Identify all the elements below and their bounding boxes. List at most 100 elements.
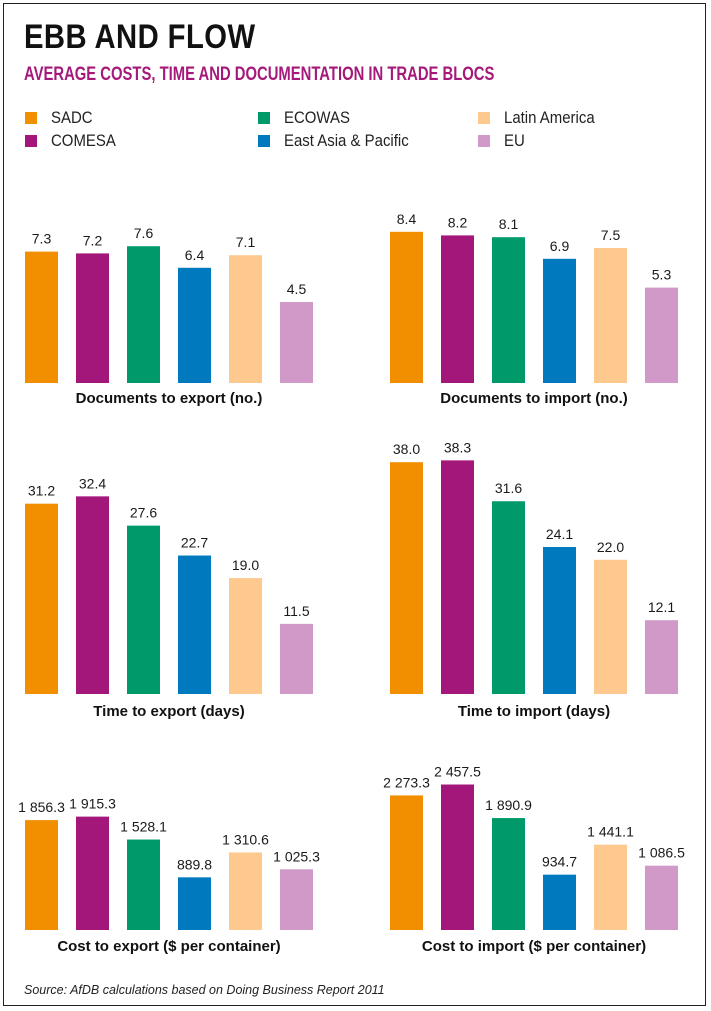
chart-frame	[3, 3, 706, 1006]
cost-to-import-chart: 2 273.32 457.5 1 890.9 934.7 1 441.11 086.5…	[383, 764, 685, 955]
bar-value-label: 1 890.9	[485, 797, 532, 813]
x-axis-label: Documents to import (no.)	[440, 390, 628, 407]
bar-value-label: 7.6	[134, 225, 154, 241]
bar	[280, 869, 313, 930]
bar-value-label: 1 025.3	[273, 848, 320, 864]
legend-item-east-asia-pacific: East Asia & Pacific	[258, 131, 426, 150]
bar	[543, 874, 576, 930]
legend-item-eu: EU	[478, 131, 528, 150]
bar-value-label: 1 441.1	[587, 824, 634, 840]
legend-swatch	[25, 112, 37, 124]
bar	[594, 248, 627, 383]
legend-swatch	[258, 135, 270, 147]
bar-value-label: 38.3	[444, 439, 471, 455]
bar	[390, 795, 423, 930]
bar	[390, 462, 423, 694]
cost-to-export-chart: 1 856.3 1 915.31 528.1 889.8 1 310.61 025.3…	[18, 796, 320, 955]
bar-value-label: 22.0	[597, 539, 624, 555]
bar	[127, 839, 160, 930]
bar-value-label: 1 310.6	[222, 831, 269, 847]
bar-value-label: 38.0	[393, 441, 420, 457]
legend-swatch	[478, 112, 490, 124]
bar	[25, 503, 58, 694]
legend-swatch	[478, 135, 490, 147]
bar-value-label: 4.5	[287, 281, 307, 297]
documents-to-export-chart: 7.3 7.2 7.6 6.4 7.1 4.5 Documents to export (n…	[25, 225, 313, 407]
x-axis-label: Time to import (days)	[458, 703, 610, 720]
bar	[178, 267, 211, 383]
legend-swatch	[25, 135, 37, 147]
bar-value-label: 1 528.1	[120, 819, 167, 835]
bar	[127, 246, 160, 383]
x-axis-label: Cost to export ($ per container)	[57, 938, 280, 955]
legend-swatch	[258, 112, 270, 124]
bar-value-label: 2 457.5	[434, 764, 481, 780]
chart-subtitle: AVERAGE COSTS, TIME AND DOCUMENTATION IN…	[24, 64, 495, 85]
bar	[229, 578, 262, 694]
bar-value-label: 31.2	[28, 483, 55, 499]
bar	[441, 784, 474, 930]
bar	[280, 302, 313, 383]
bar-value-label: 8.2	[448, 214, 468, 230]
bar	[229, 852, 262, 930]
legend-item-ecowas: ECOWAS	[258, 108, 359, 127]
bar-value-label: 889.8	[177, 856, 212, 872]
chart-title: EBB AND FLOW	[24, 18, 256, 56]
bar-value-label: 5.3	[652, 267, 672, 283]
bar	[441, 235, 474, 383]
bar-value-label: 7.5	[601, 227, 621, 243]
bar	[492, 818, 525, 930]
bar	[492, 501, 525, 694]
bar-value-label: 1 915.3	[69, 796, 116, 812]
source-note: Source: AfDB calculations based on Doing…	[24, 983, 385, 997]
legend-label: EU	[504, 131, 525, 150]
bar	[25, 251, 58, 383]
bar-value-label: 2 273.3	[383, 774, 430, 790]
bar	[594, 559, 627, 694]
bar	[645, 287, 678, 383]
bar-value-label: 934.7	[542, 854, 577, 870]
bar	[178, 877, 211, 930]
bar-value-label: 12.1	[648, 599, 675, 615]
bar-value-label: 11.5	[283, 603, 309, 619]
bar-value-label: 32.4	[79, 475, 106, 491]
bar	[25, 820, 58, 930]
bar	[76, 816, 109, 930]
bar-value-label: 8.4	[397, 211, 417, 227]
legend-item-sadc: SADC	[25, 108, 98, 127]
bar-value-label: 7.2	[83, 232, 103, 248]
time-to-export-chart: 31.2 32.4 27.6 22.7 19.0 11.5 Time to export (…	[25, 475, 313, 720]
bar-value-label: 19.0	[232, 557, 259, 573]
bar	[178, 555, 211, 694]
x-axis-label: Documents to export (no.)	[76, 390, 263, 407]
legend-label: SADC	[51, 108, 93, 127]
bar	[280, 623, 313, 694]
bar	[594, 844, 627, 930]
bar	[645, 865, 678, 930]
bar-value-label: 31.6	[495, 480, 522, 496]
x-axis-label: Time to export (days)	[93, 703, 244, 720]
documents-to-import-chart: 8.4 8.2 8.1 6.9 7.5 5.3 Documents to import (n…	[390, 211, 678, 407]
bar-value-label: 7.1	[236, 234, 256, 250]
bar-value-label: 1 856.3	[18, 799, 65, 815]
bar-value-label: 1 086.5	[638, 845, 685, 861]
bar-value-label: 27.6	[130, 505, 157, 521]
time-to-import-chart: 38.0 38.3 31.6 24.1 22.0 12.1 Time to import (…	[390, 439, 678, 720]
bar-value-label: 8.1	[499, 216, 519, 232]
legend-label: Latin America	[504, 108, 595, 127]
bar	[492, 237, 525, 383]
legend-label: COMESA	[51, 131, 116, 150]
bar	[645, 620, 678, 694]
bar-value-label: 22.7	[181, 535, 208, 551]
bar	[441, 460, 474, 694]
bar	[76, 496, 109, 694]
bar	[229, 255, 262, 383]
legend-label: East Asia & Pacific	[284, 131, 409, 150]
bar	[543, 258, 576, 383]
bar	[127, 525, 160, 694]
legend-item-latin-america: Latin America	[478, 108, 607, 127]
x-axis-label: Cost to import ($ per container)	[422, 938, 646, 955]
bar	[543, 546, 576, 694]
bar-value-label: 7.3	[32, 231, 52, 247]
